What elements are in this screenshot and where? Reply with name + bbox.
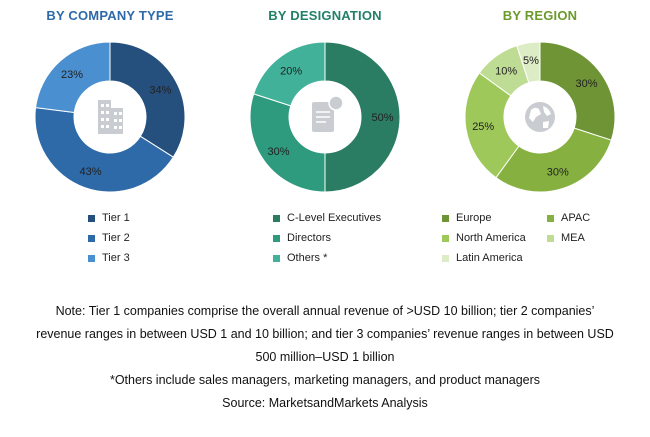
legend-label: Tier 1	[102, 212, 130, 224]
slice-label-others: 20%	[280, 65, 302, 77]
designation-panel: BY DESIGNATION 50% 30% 20% C-Level Executi…	[217, 0, 433, 280]
legend-item-north-america: North America	[442, 232, 547, 244]
building-icon	[98, 100, 123, 134]
slice-label-tier-2: 43%	[80, 166, 102, 178]
company-type-legend: Tier 1 Tier 2 Tier 3	[88, 208, 130, 268]
others-footnote: *Others include sales managers, marketin…	[109, 373, 541, 387]
slice-label-tier-1: 34%	[149, 84, 171, 96]
designation-donut: 50% 30% 20%	[250, 42, 400, 192]
globe-icon	[525, 102, 555, 132]
legend-label: APAC	[561, 212, 591, 224]
legend-label: Tier 2	[102, 232, 130, 244]
legend-item-tier-2: Tier 2	[88, 228, 130, 248]
legend-item-others: Others *	[273, 248, 381, 268]
legend-label: MEA	[561, 232, 585, 244]
chart-title: BY REGION	[502, 8, 578, 23]
legend-swatch	[273, 254, 280, 262]
legend-swatch	[273, 214, 280, 222]
note-line: 500 million–USD 1 billion	[255, 350, 395, 364]
legend-label: Others *	[287, 252, 328, 264]
legend-item-tier-1: Tier 1	[88, 208, 130, 228]
legend-swatch	[547, 234, 554, 242]
note-line: revenue ranges in between USD 1 and 10 b…	[36, 327, 614, 341]
slice-label-europe: 30%	[576, 78, 598, 90]
legend-item-mea: MEA	[547, 232, 627, 244]
legend-label: Latin America	[456, 252, 523, 264]
legend-label: Europe	[456, 212, 492, 224]
slice-label-c-level-executives: 50%	[371, 112, 393, 124]
legend-item-europe: Europe	[442, 212, 547, 224]
legend-swatch	[88, 214, 95, 222]
region-panel: BY REGION 30% 30% 25% 10% 5% Europe APAC North…	[432, 0, 648, 280]
slice-label-directors: 30%	[267, 146, 289, 158]
legend-item-directors: Directors	[273, 228, 381, 248]
legend-swatch	[273, 234, 280, 242]
legend-label: North America	[456, 232, 526, 244]
chart-title: BY DESIGNATION	[268, 8, 382, 23]
legend-label: Directors	[287, 232, 332, 244]
company-type-donut: 34% 43% 23%	[35, 42, 185, 192]
chart-title: BY COMPANY TYPE	[46, 8, 174, 23]
legend-swatch	[442, 214, 449, 222]
legend-item-c-level-executives: C-Level Executives	[273, 208, 381, 228]
slice-label-apac: 30%	[547, 167, 569, 179]
slice-label-latin-america: 5%	[523, 55, 539, 67]
legend-swatch	[88, 234, 95, 242]
document-user-icon	[312, 95, 344, 132]
slice-label-mea: 10%	[495, 65, 517, 77]
legend-item-tier-3: Tier 3	[88, 248, 130, 268]
legend-swatch	[442, 254, 449, 262]
slice-label-tier-3: 23%	[61, 69, 83, 81]
note-line: Note: Tier 1 companies comprise the over…	[55, 304, 595, 318]
legend-swatch	[88, 254, 95, 262]
notes-block: Note: Tier 1 companies comprise the over…	[0, 300, 650, 415]
legend-label: C-Level Executives	[287, 212, 382, 224]
region-donut: 30% 30% 25% 10% 5%	[465, 42, 615, 192]
source-line: Source: MarketsandMarkets Analysis	[222, 396, 428, 410]
legend-swatch	[547, 214, 554, 222]
company-type-panel: BY COMPANY TYPE 34% 43% 23% Tier 1 Tier 2 Ti…	[2, 0, 218, 280]
designation-legend: C-Level Executives Directors Others *	[273, 208, 381, 268]
legend-swatch	[442, 234, 449, 242]
legend-item-latin-america: Latin America	[442, 252, 547, 264]
region-legend: Europe APAC North America MEA Latin America	[442, 208, 642, 268]
legend-label: Tier 3	[102, 252, 130, 264]
slice-label-north-america: 25%	[472, 121, 494, 133]
legend-item-apac: APAC	[547, 212, 627, 224]
